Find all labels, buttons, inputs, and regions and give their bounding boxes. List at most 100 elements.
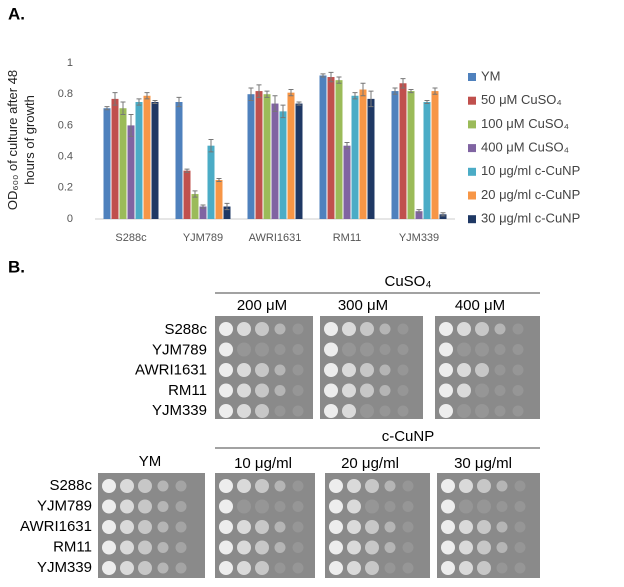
condition-label: 300 μM [338,297,388,314]
yeast-spot [329,499,343,514]
bar [271,103,279,219]
yeast-spot [441,520,455,534]
yeast-spot [157,521,169,533]
yeast-spot [102,499,116,514]
error-bar [320,73,326,78]
yeast-spot [342,383,356,398]
error-bar [224,202,230,211]
condition-label: 20 μg/ml [341,455,399,472]
yeast-spot [347,561,361,575]
yeast-spot [274,521,286,533]
y-axis-label: OD₆₀₀ of culture after 48 hours of growth [5,70,37,210]
yeast-spot [219,322,233,336]
yeast-spot [255,479,269,493]
yeast-spot [384,562,396,574]
yeast-spot [255,540,269,555]
yeast-spot [237,404,251,418]
yeast-spot [219,383,233,398]
yeast-spot [138,561,152,575]
x-tick-label: S288c [115,232,147,244]
bar [399,83,407,219]
bar [247,94,255,219]
yeast-spot [494,344,506,355]
bar [359,89,367,220]
y-tick-label: 0.8 [58,88,73,100]
yeast-spot [512,405,524,417]
y-tick-label: 0.4 [58,151,73,163]
bar [223,206,231,219]
condition-label: 10 μg/ml [234,455,292,472]
x-tick-label: RM11 [333,232,362,244]
bar [111,98,119,219]
yeast-spot [512,344,524,355]
yeast-spot [274,323,286,335]
yeast-spot [457,342,471,357]
yeast-spot [514,542,526,553]
condition-label: 200 μM [237,297,287,314]
bar [367,98,375,219]
yeast-spot [459,540,473,555]
bar [263,94,271,219]
yeast-spot [237,540,251,555]
bar [295,103,303,219]
yeast-spot [175,542,187,553]
bar [287,92,295,219]
yeast-spot [255,499,269,514]
yeast-spot [237,383,251,398]
yeast-spot [457,363,471,377]
yeast-spot [496,480,508,492]
yeast-spot [494,405,506,417]
yeast-spot [494,364,506,376]
bar [127,125,135,219]
yeast-spot [237,561,251,575]
yeast-spot [324,342,338,357]
x-tick-label: YJM339 [399,232,439,244]
yeast-spot [274,562,286,574]
condition-label: 30 μg/ml [454,455,512,472]
yeast-spot [475,404,489,418]
yeast-spot [457,404,471,418]
yeast-spot [457,322,471,336]
bar [143,95,151,219]
yeast-spot [475,363,489,377]
bar [135,102,143,219]
strain-label: YJM339 [37,559,92,576]
yeast-spot [255,561,269,575]
yeast-spot [384,501,396,512]
yeast-spot [274,364,286,376]
strain-label: RM11 [168,382,207,399]
error-bar [296,101,302,106]
error-bar [352,92,358,100]
yeast-spot [120,499,134,514]
yeast-spot [459,499,473,514]
yeast-spot [292,405,304,417]
yeast-spot [138,499,152,514]
strain-label: YJM789 [152,341,207,358]
y-tick-label: 1 [67,57,73,69]
error-bar [400,78,406,89]
yeast-spot [292,364,304,376]
yeast-spot [102,479,116,493]
yeast-spot [439,383,453,398]
error-bar [440,212,446,217]
strain-label: S288c [164,321,207,338]
yeast-spot [496,521,508,533]
yeast-spot [175,562,187,574]
legend-swatch [468,120,476,129]
yeast-spot [255,342,269,357]
yeast-spot [477,561,491,575]
yeast-spot [237,479,251,493]
yeast-spot [475,383,489,398]
bar [343,145,351,219]
yeast-spot [324,322,338,336]
yeast-spot [360,322,374,336]
yeast-spot [397,323,409,335]
yeast-spot [514,480,526,492]
yeast-spot [120,479,134,493]
yeast-spot [347,520,361,534]
group-label: CuSO₄ [385,273,432,290]
yeast-spot [255,363,269,377]
yeast-spot [219,404,233,418]
bar [175,102,183,219]
